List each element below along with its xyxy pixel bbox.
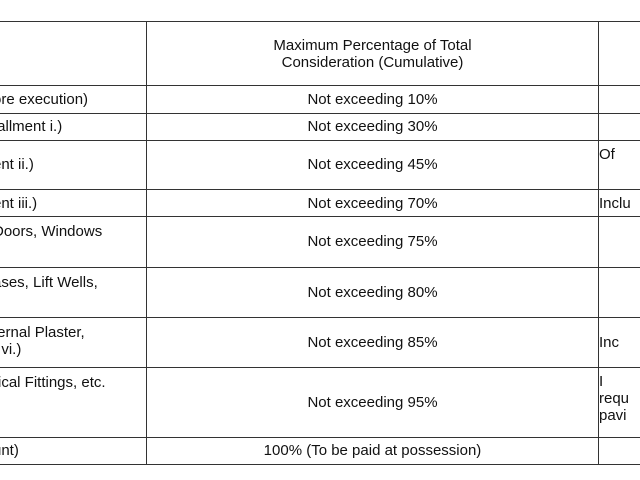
stage-line: ternal Plaster, [0,323,85,341]
table-row: ternal Plaster,t vi.) Not exceeding 85% … [0,316,640,369]
header-stage-cell [0,20,147,87]
table-row: ore execution) Not exceeding 10% [0,85,640,114]
table-row: tallment i.) Not exceeding 30% [0,112,640,141]
note-cell: Of [598,139,640,191]
stage-line: rical Fittings, etc. [0,374,106,392]
stage-cell: Doors, Windows [0,216,147,268]
percentage-cell: Not exceeding 75% [146,216,599,268]
note-line: Of [599,145,615,163]
table-row: Doors, Windows Not exceeding 75% [0,216,640,268]
note-cell [598,85,640,114]
note-line: Inc [599,334,620,352]
header-percentage-line-2: Consideration (Cumulative) [281,53,464,71]
stage-cell: ore execution) [0,85,147,114]
stage-cell: ent ii.) [0,139,147,191]
stage-line: ent ii.) [0,156,34,174]
stage-cell: tallment i.) [0,112,147,141]
stage-line: tallment i.) [0,118,63,136]
note-line: pavi [599,407,627,425]
stage-line: Doors, Windows [0,223,103,241]
header-remarks-cell [598,20,640,87]
percentage-cell: 100% (To be paid at possession) [146,436,599,466]
note-cell [598,112,640,141]
note-cell [598,436,640,466]
stage-cell: ternal Plaster,t vi.) [0,316,147,369]
stage-cell: rical Fittings, etc. [0,367,147,438]
percentage-cell: Not exceeding 10% [146,85,599,114]
table-row: unt) 100% (To be paid at possession) [0,436,640,466]
table-row: ent iii.) Not exceeding 70% Inclu [0,189,640,218]
note-cell: Inc [598,316,640,369]
payment-schedule-table-frame: Maximum Percentage of Total Consideratio… [0,20,640,466]
note-line: I [599,373,604,391]
percentage-cell: Not exceeding 30% [146,112,599,141]
header-percentage-cell: Maximum Percentage of Total Consideratio… [146,20,599,87]
payment-schedule-table: Maximum Percentage of Total Consideratio… [0,20,640,466]
stage-line: unt) [0,442,19,460]
stage-line: t vi.) [0,340,22,358]
percentage-cell: Not exceeding 45% [146,139,599,191]
stage-line: ases, Lift Wells, [0,273,98,291]
table-row: ent ii.) Not exceeding 45% Of [0,139,640,191]
percentage-cell: Not exceeding 80% [146,266,599,318]
header-percentage-line-1: Maximum Percentage of Total [273,36,472,54]
stage-cell: unt) [0,436,147,466]
stage-cell: ases, Lift Wells, [0,266,147,318]
table-row: ases, Lift Wells, Not exceeding 80% [0,266,640,318]
note-line: Inclu [599,194,631,212]
note-cell [598,216,640,268]
stage-line: ore execution) [0,91,89,108]
header-row: Maximum Percentage of Total Consideratio… [0,20,640,87]
percentage-cell: Not exceeding 95% [146,367,599,438]
percentage-cell: Not exceeding 85% [146,316,599,369]
table-row: rical Fittings, etc. Not exceeding 95% I… [0,367,640,438]
note-cell [598,266,640,318]
note-line: requ [599,390,630,408]
stage-cell: ent iii.) [0,189,147,218]
stage-line: ent iii.) [0,194,38,212]
note-cell: Inclu [598,189,640,218]
percentage-cell: Not exceeding 70% [146,189,599,218]
